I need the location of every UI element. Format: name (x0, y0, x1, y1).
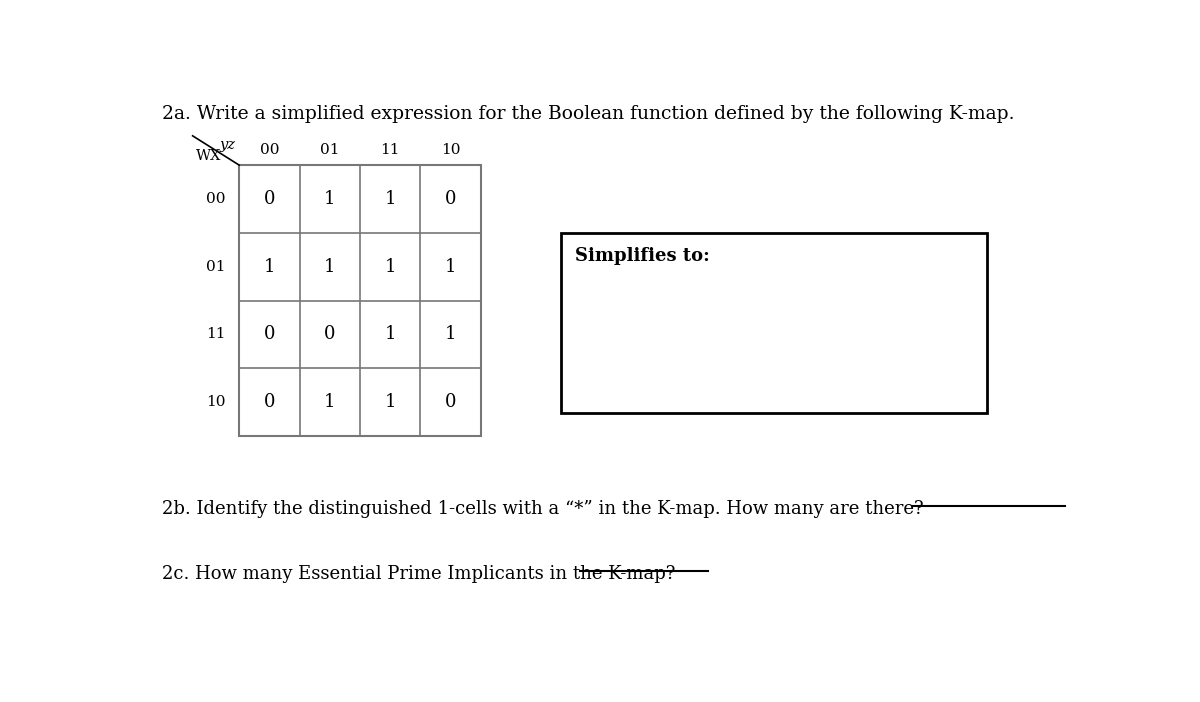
Text: 0: 0 (445, 190, 456, 208)
Bar (560, 233, 986, 413)
Text: 11: 11 (206, 328, 226, 341)
Text: 01: 01 (320, 143, 340, 157)
Text: yz: yz (220, 138, 236, 152)
Text: 1: 1 (384, 326, 396, 343)
Text: 11: 11 (380, 143, 400, 157)
Text: 1: 1 (264, 258, 275, 276)
Text: 2a. Write a simplified expression for the Boolean function defined by the follow: 2a. Write a simplified expression for th… (162, 105, 1014, 123)
Text: 1: 1 (384, 393, 396, 411)
Text: 0: 0 (264, 393, 275, 411)
Text: 1: 1 (324, 393, 336, 411)
Text: 1: 1 (445, 258, 456, 276)
Text: 0: 0 (445, 393, 456, 411)
Text: 1: 1 (324, 258, 336, 276)
Text: WX: WX (196, 149, 221, 163)
Text: 1: 1 (384, 258, 396, 276)
Text: 1: 1 (324, 190, 336, 208)
Text: 2b. Identify the distinguished 1-cells with a “*” in the K-map. How many are the: 2b. Identify the distinguished 1-cells w… (162, 500, 923, 518)
Text: 10: 10 (206, 395, 226, 409)
Text: 10: 10 (440, 143, 461, 157)
Text: 00: 00 (206, 192, 226, 206)
Bar (239, 165, 481, 436)
Text: 0: 0 (324, 326, 336, 343)
Text: 1: 1 (445, 326, 456, 343)
Text: 0: 0 (264, 190, 275, 208)
Text: 00: 00 (259, 143, 280, 157)
Text: 2c. How many Essential Prime Implicants in the K-map?: 2c. How many Essential Prime Implicants … (162, 564, 674, 583)
Text: 01: 01 (206, 260, 226, 274)
Text: 0: 0 (264, 326, 275, 343)
Text: Simplifies to:: Simplifies to: (575, 246, 709, 265)
Text: 1: 1 (384, 190, 396, 208)
